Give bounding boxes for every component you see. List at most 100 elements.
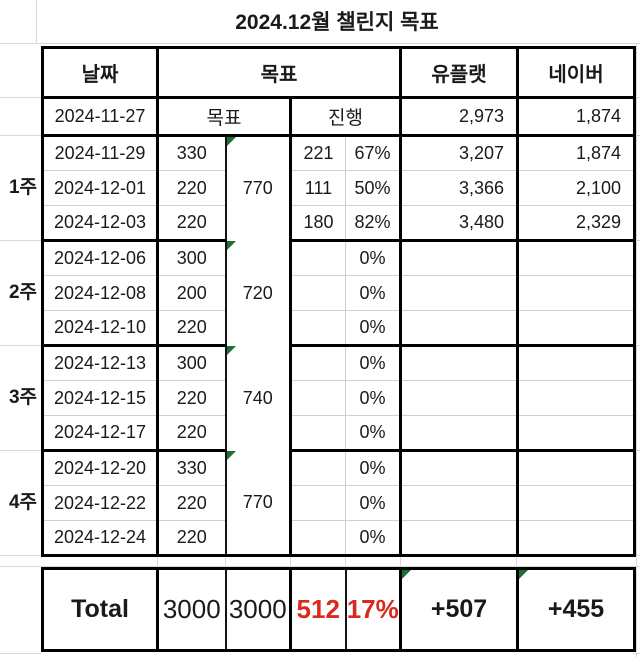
- uplat-cell[interactable]: [400, 310, 519, 347]
- uplat-cell[interactable]: [400, 450, 519, 486]
- pct-cell[interactable]: 0%: [345, 485, 402, 521]
- pct-cell[interactable]: 0%: [345, 345, 402, 381]
- date-cell[interactable]: 2024-12-03: [41, 205, 159, 242]
- total-done-cell[interactable]: 512: [290, 567, 347, 652]
- pct-cell[interactable]: 0%: [345, 310, 402, 347]
- total-goal-plan-cell[interactable]: 3000: [157, 567, 227, 652]
- naver-cell[interactable]: [517, 380, 636, 416]
- uplat-cell[interactable]: [400, 415, 519, 452]
- pct-cell[interactable]: 50%: [345, 170, 402, 206]
- week-label-1[interactable]: 1주: [8, 177, 37, 198]
- header-uplat[interactable]: 유플랫: [400, 46, 519, 99]
- naver-cell[interactable]: [517, 450, 636, 486]
- uplat-cell[interactable]: [400, 345, 519, 381]
- pct-cell[interactable]: 0%: [345, 240, 402, 276]
- uplat-cell[interactable]: [400, 240, 519, 276]
- header-naver[interactable]: 네이버: [517, 46, 636, 99]
- page-title[interactable]: 2024.12월 챌린지 목표: [235, 11, 439, 34]
- total-label-cell[interactable]: Total: [41, 567, 159, 652]
- done-cell[interactable]: [290, 345, 346, 381]
- goal-cell[interactable]: 300: [157, 345, 227, 381]
- subheader-goal[interactable]: 목표: [157, 97, 292, 137]
- header-goal[interactable]: 목표: [157, 46, 402, 99]
- naver-cell[interactable]: [517, 415, 636, 452]
- goal-cell[interactable]: 220: [157, 310, 227, 347]
- pct-cell[interactable]: 0%: [345, 275, 402, 311]
- naver-cell[interactable]: [517, 520, 636, 557]
- total-goal-sum-cell[interactable]: 3000: [225, 567, 292, 652]
- naver-cell[interactable]: 2,100: [517, 170, 636, 206]
- date-cell[interactable]: 2024-12-22: [41, 485, 159, 521]
- date-cell[interactable]: 2024-12-20: [41, 450, 159, 486]
- goal-total-cell[interactable]: 770: [225, 450, 292, 557]
- naver-cell[interactable]: [517, 345, 636, 381]
- done-cell[interactable]: [290, 240, 346, 276]
- goal-cell[interactable]: 300: [157, 240, 227, 276]
- baseline-naver-cell[interactable]: 1,874: [517, 97, 636, 137]
- goal-cell[interactable]: 220: [157, 380, 227, 416]
- done-cell[interactable]: 111: [290, 170, 346, 206]
- pct-cell[interactable]: 0%: [345, 415, 402, 452]
- done-cell[interactable]: [290, 275, 346, 311]
- pct-cell[interactable]: 0%: [345, 520, 402, 557]
- pct-cell[interactable]: 67%: [345, 135, 402, 171]
- goal-total-cell[interactable]: 720: [225, 240, 292, 346]
- goal-total-cell[interactable]: 740: [225, 345, 292, 451]
- done-cell[interactable]: [290, 380, 346, 416]
- pct-cell[interactable]: 82%: [345, 205, 402, 242]
- date-cell[interactable]: 2024-12-10: [41, 310, 159, 347]
- total-naver-cell[interactable]: +455: [517, 567, 636, 652]
- gridline: [633, 345, 640, 346]
- date-cell[interactable]: 2024-11-29: [41, 135, 159, 171]
- week-label-2[interactable]: 2주: [8, 282, 37, 303]
- date-cell[interactable]: 2024-12-15: [41, 380, 159, 416]
- goal-cell[interactable]: 220: [157, 170, 227, 206]
- naver-cell[interactable]: [517, 310, 636, 347]
- naver-cell[interactable]: [517, 275, 636, 311]
- total-uplat-value: +507: [430, 595, 488, 623]
- naver-cell[interactable]: 2,329: [517, 205, 636, 242]
- done-cell[interactable]: [290, 520, 346, 557]
- pct-cell[interactable]: 0%: [345, 380, 402, 416]
- date-cell[interactable]: 2024-12-24: [41, 520, 159, 557]
- uplat-cell[interactable]: [400, 485, 519, 521]
- week-label-4[interactable]: 4주: [8, 492, 37, 513]
- uplat-cell[interactable]: [400, 380, 519, 416]
- uplat-cell[interactable]: 3,207: [400, 135, 519, 171]
- date-cell[interactable]: 2024-12-13: [41, 345, 159, 381]
- done-cell[interactable]: [290, 485, 346, 521]
- done-cell[interactable]: [290, 310, 346, 347]
- gridline: [636, 43, 637, 657]
- uplat-cell[interactable]: 3,366: [400, 170, 519, 206]
- header-date[interactable]: 날짜: [41, 46, 159, 99]
- date-cell[interactable]: 2024-12-08: [41, 275, 159, 311]
- naver-cell[interactable]: [517, 485, 636, 521]
- pct-cell[interactable]: 0%: [345, 450, 402, 486]
- done-cell[interactable]: 180: [290, 205, 346, 242]
- goal-total-cell[interactable]: 770: [225, 135, 292, 241]
- goal-cell[interactable]: 220: [157, 485, 227, 521]
- date-cell[interactable]: 2024-12-06: [41, 240, 159, 276]
- uplat-cell[interactable]: 3,480: [400, 205, 519, 242]
- week-label-3[interactable]: 3주: [8, 387, 37, 408]
- naver-cell[interactable]: 1,874: [517, 135, 636, 171]
- goal-cell[interactable]: 330: [157, 450, 227, 486]
- goal-cell[interactable]: 220: [157, 205, 227, 242]
- done-cell[interactable]: [290, 450, 346, 486]
- date-cell[interactable]: 2024-12-01: [41, 170, 159, 206]
- goal-cell[interactable]: 200: [157, 275, 227, 311]
- naver-cell[interactable]: [517, 240, 636, 276]
- baseline-uplat-cell[interactable]: 2,973: [400, 97, 519, 137]
- goal-cell[interactable]: 220: [157, 415, 227, 452]
- goal-cell[interactable]: 330: [157, 135, 227, 171]
- total-pct-cell[interactable]: 17%: [345, 567, 402, 652]
- date-cell[interactable]: 2024-12-17: [41, 415, 159, 452]
- subheader-progress[interactable]: 진행: [290, 97, 402, 137]
- uplat-cell[interactable]: [400, 275, 519, 311]
- uplat-cell[interactable]: [400, 520, 519, 557]
- total-uplat-cell[interactable]: +507: [400, 567, 519, 652]
- done-cell[interactable]: 221: [290, 135, 346, 171]
- goal-cell[interactable]: 220: [157, 520, 227, 557]
- baseline-date-cell[interactable]: 2024-11-27: [41, 97, 159, 137]
- done-cell[interactable]: [290, 415, 346, 452]
